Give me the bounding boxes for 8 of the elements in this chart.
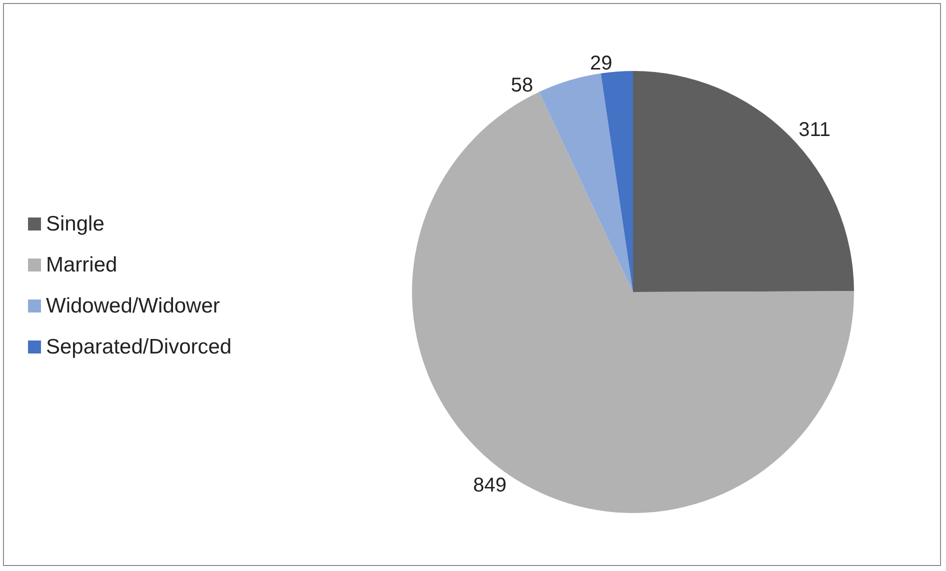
data-label: 311 [798,118,831,141]
legend-label: Separated/Divorced [46,336,232,358]
data-label: 29 [590,52,612,75]
data-label: 849 [473,474,507,496]
legend-label: Widowed/Widower [46,294,220,318]
data-label: 58 [510,74,534,97]
legend-label: Married [46,254,118,276]
legend-label: Single [46,212,104,236]
